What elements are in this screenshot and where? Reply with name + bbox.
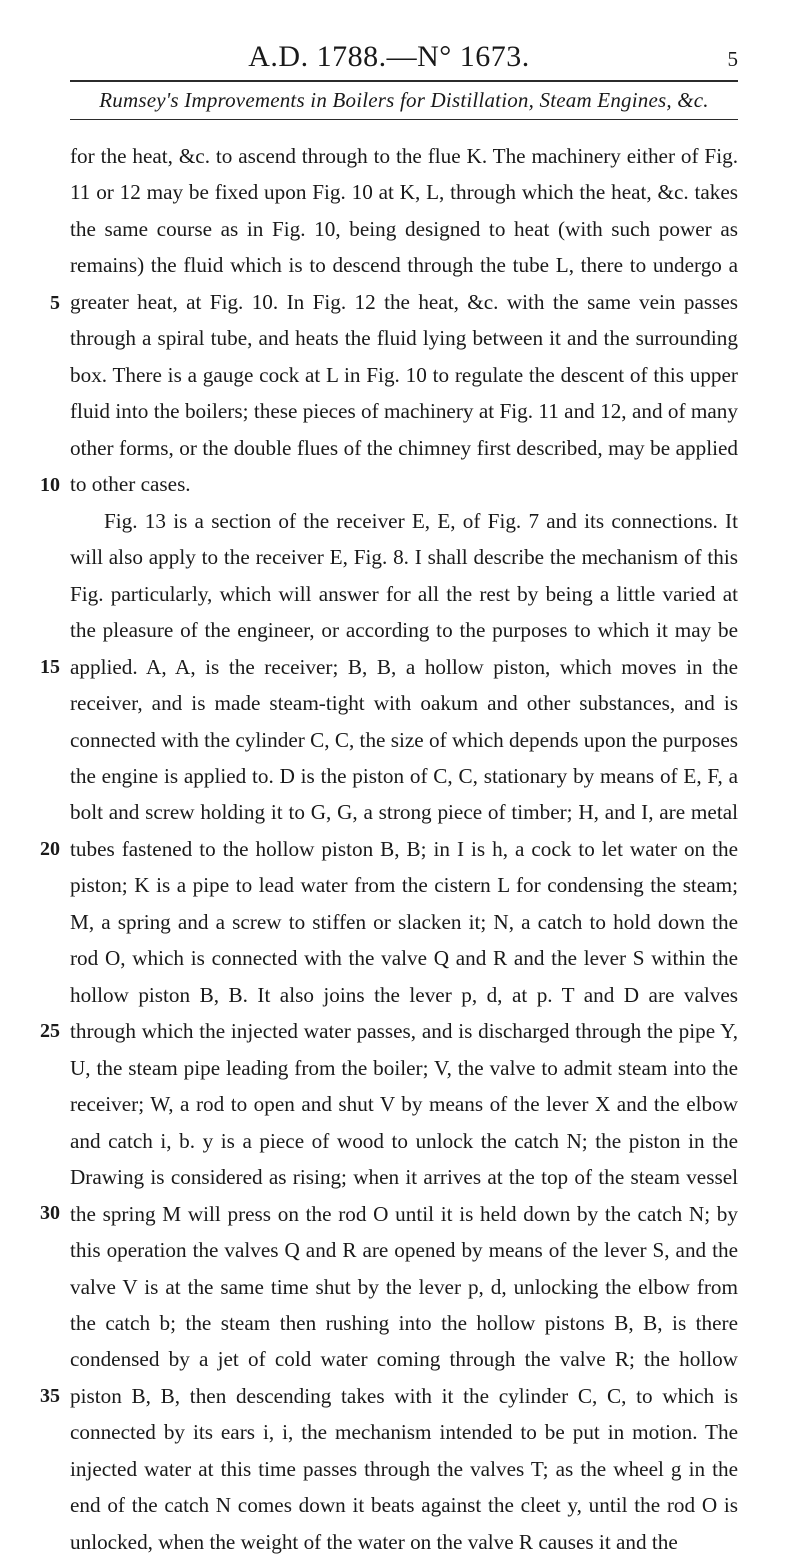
margin-line-number: 10 [30,468,60,502]
page-subtitle: Rumsey's Improvements in Boilers for Dis… [70,84,738,119]
document-page: A.D. 1788.—N° 1673. 5 Rumsey's Improveme… [0,0,800,1344]
rule-under-subtitle [70,119,738,120]
page-number: 5 [708,47,738,72]
margin-line-number: 5 [30,286,60,320]
margin-line-number: 20 [30,832,60,866]
margin-line-number: 30 [30,1196,60,1230]
rule-top [70,80,738,82]
body-text: 5 10 15 20 25 30 35 for the heat, &c. to… [70,138,738,1560]
header-row: A.D. 1788.—N° 1673. 5 [70,40,738,74]
body-paragraph: for the heat, &c. to ascend through to t… [70,138,738,503]
body-paragraph: Fig. 13 is a section of the receiver E, … [70,503,738,1560]
margin-line-number: 35 [30,1379,60,1413]
margin-line-number: 15 [30,650,60,684]
margin-line-number: 25 [30,1014,60,1048]
page-title: A.D. 1788.—N° 1673. [70,40,708,74]
